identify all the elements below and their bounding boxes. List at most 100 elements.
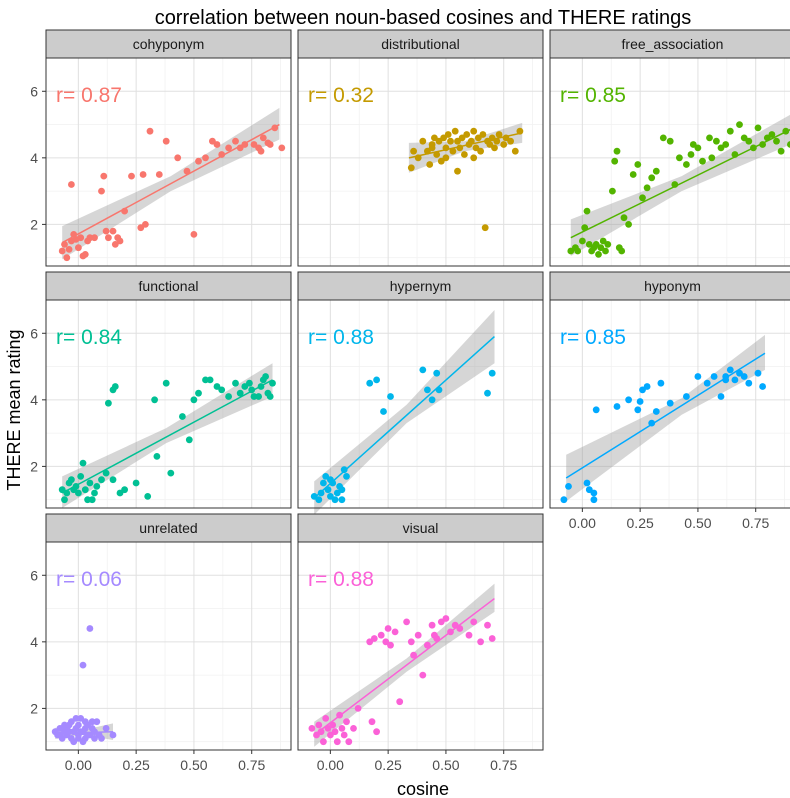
panel-6-correlation-label: r= 0.06 xyxy=(56,568,122,591)
panel-0-point-7 xyxy=(75,244,82,252)
panel-7-point-10 xyxy=(333,738,341,746)
panel-5-point-2 xyxy=(583,479,591,487)
panel-3-point-1 xyxy=(61,496,68,504)
panel-5-point-12 xyxy=(643,383,651,390)
panel-7-point-16 xyxy=(350,725,357,732)
panel-5-point-9 xyxy=(634,406,642,414)
panel-5-point-24 xyxy=(731,376,739,384)
panel-6-point-20 xyxy=(98,735,105,742)
panel-0-point-35 xyxy=(202,154,209,162)
panel-1-point-16 xyxy=(451,127,459,135)
panel-7-point-24 xyxy=(384,625,392,632)
panel-3-point-25 xyxy=(144,493,152,500)
panel-1-strip-label: distributional xyxy=(381,36,460,52)
panel-5-point-28 xyxy=(759,383,766,390)
panel-1-correlation-label: r= 0.32 xyxy=(308,84,374,107)
panel-5-point-5 xyxy=(590,489,598,497)
panel-0-point-48 xyxy=(250,141,258,148)
panel-0-point-3 xyxy=(65,246,73,253)
panel-7-point-31 xyxy=(419,671,427,679)
panel-0-point-2 xyxy=(63,254,71,262)
panel-4-point-23 xyxy=(433,369,441,377)
panel-2-point-21 xyxy=(625,221,632,228)
panel-0-point-20 xyxy=(111,241,119,248)
panel-2-point-14 xyxy=(604,241,612,248)
panel-0-strip-label: cohyponym xyxy=(133,36,205,52)
panel-3-y-tick-label-1: 4 xyxy=(30,392,38,408)
panel-1-point-33 xyxy=(491,144,498,152)
panel-1-point-35 xyxy=(495,131,503,138)
panel-7-point-21 xyxy=(373,728,380,736)
panel-7-point-26 xyxy=(391,628,399,636)
panel-1-point-41 xyxy=(442,154,450,162)
panel-2-point-34 xyxy=(694,144,702,152)
panel-0-correlation-label: r= 0.87 xyxy=(56,84,122,107)
panel-7-point-8 xyxy=(329,721,337,729)
panel-2-point-26 xyxy=(648,174,656,182)
panel-5-border xyxy=(549,299,790,509)
panel-3-point-37 xyxy=(218,386,226,394)
panel-0-point-26 xyxy=(139,171,147,178)
panel-0-point-16 xyxy=(100,172,108,180)
panel-1-point-42 xyxy=(428,144,436,152)
chart-title: correlation between noun-based cosines a… xyxy=(155,7,692,29)
facet-panels: cohyponym r= 0.87 2 4 6 distributional r= 0.32… xyxy=(30,29,790,773)
panel-0-point-29 xyxy=(155,171,163,178)
panel-0-point-31 xyxy=(174,154,182,162)
panel-5-point-16 xyxy=(666,399,674,407)
panel-6-y-tick-label-0: 2 xyxy=(30,700,38,716)
panel-3-point-16 xyxy=(98,476,105,484)
panel-4-confidence-band xyxy=(314,310,495,515)
panel-7-x-tick-label-2: 0.50 xyxy=(432,757,459,773)
panel-2-point-28 xyxy=(659,134,667,142)
panel-2-fit-line xyxy=(570,128,790,239)
panel-1-point-24 xyxy=(470,127,478,135)
panel-2-point-50 xyxy=(773,137,780,145)
panel-3-strip xyxy=(45,271,292,301)
panel-7-point-17 xyxy=(354,705,362,712)
panel-7-strip xyxy=(297,513,544,543)
panel-0-point-19 xyxy=(109,227,117,235)
panel-6-point-29 xyxy=(88,718,96,726)
panel-5-correlation-label: r= 0.85 xyxy=(560,326,626,349)
panel-7-point-32 xyxy=(424,641,431,649)
panel-7-x-tick-label-0: 0.00 xyxy=(317,757,344,773)
panel-6-point-41 xyxy=(81,718,89,726)
panel-0-point-32 xyxy=(183,167,191,175)
panel-5-point-10 xyxy=(636,398,644,405)
panel-3-y-tick-label-0: 2 xyxy=(30,458,38,474)
panel-7-point-5 xyxy=(322,715,330,722)
facet-panel-free_association: free_association r= 0.85 xyxy=(549,29,790,267)
panel-6-point-40 xyxy=(75,735,82,742)
panel-3-point-39 xyxy=(232,379,239,387)
panel-1-fit-line xyxy=(408,132,523,159)
panel-4-background xyxy=(298,300,543,508)
panel-4-correlation-label: r= 0.88 xyxy=(308,326,374,349)
panel-0-point-39 xyxy=(225,144,233,152)
panel-5-point-23 xyxy=(726,366,734,374)
panel-6-point-39 xyxy=(58,725,66,732)
panel-2-point-11 xyxy=(597,244,605,252)
panel-7-border xyxy=(297,541,544,751)
panel-2-background xyxy=(550,58,790,266)
panel-1-point-21 xyxy=(463,131,471,138)
panel-0-point-17 xyxy=(102,227,110,235)
panel-2-point-46 xyxy=(754,124,762,132)
panel-7-point-14 xyxy=(343,718,350,726)
panel-7-point-20 xyxy=(370,635,378,642)
panel-3-point-30 xyxy=(179,413,186,420)
panel-0-point-34 xyxy=(195,157,202,165)
panel-2-point-53 xyxy=(787,141,790,148)
panel-3-point-49 xyxy=(262,373,269,380)
panel-5-fit-line xyxy=(565,352,766,479)
panel-3-point-23 xyxy=(121,486,128,494)
panel-2-point-36 xyxy=(706,134,713,142)
panel-0-point-30 xyxy=(162,137,170,145)
panel-6-point-31 xyxy=(68,735,75,742)
panel-1-point-38 xyxy=(507,137,514,145)
panel-0-border xyxy=(45,57,292,267)
panel-6-point-33 xyxy=(81,725,89,732)
panel-7-point-13 xyxy=(340,731,348,739)
panel-0-point-18 xyxy=(105,234,112,242)
panel-3-point-50 xyxy=(266,393,274,400)
